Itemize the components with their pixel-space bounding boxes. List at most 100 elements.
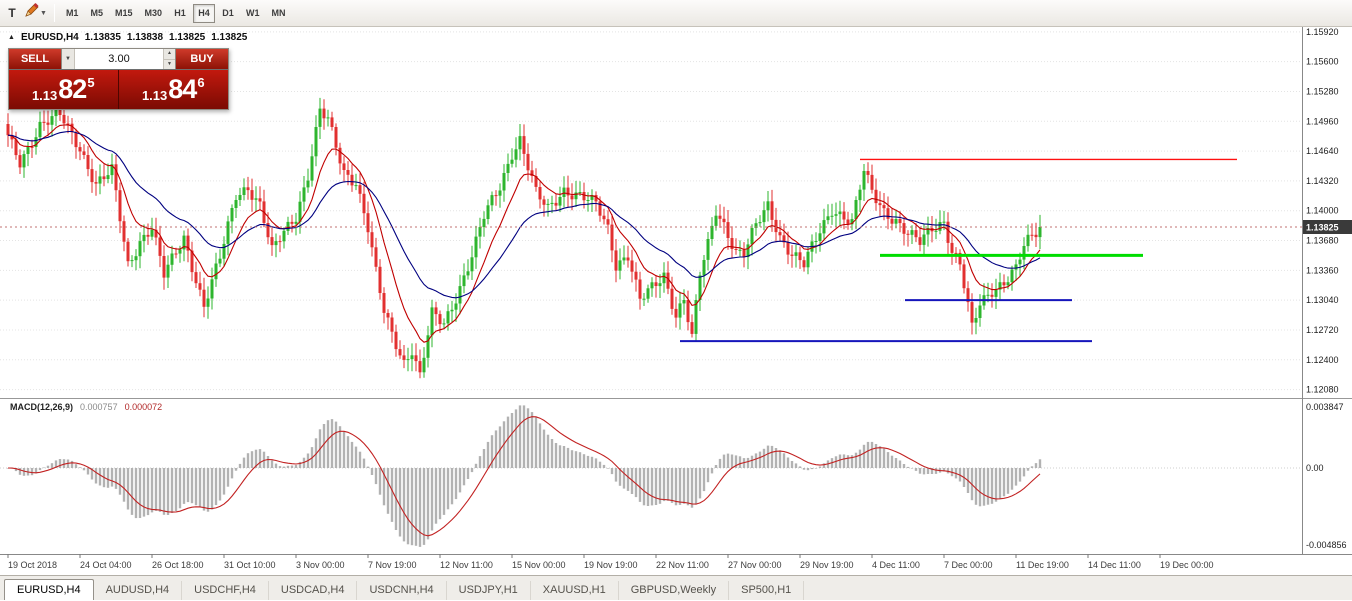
top-toolbar: T ▼ M1 M5 M15 M30 H1 H4 D1 W1 MN bbox=[0, 0, 1352, 27]
chart-tabs: EURUSD,H4 AUDUSD,H4 USDCHF,H4 USDCAD,H4 USDC… bbox=[0, 575, 1352, 600]
svg-text:0.00: 0.00 bbox=[1306, 463, 1324, 473]
svg-text:3 Nov 00:00: 3 Nov 00:00 bbox=[296, 560, 345, 570]
timeframe-button-h1[interactable]: H1 bbox=[174, 7, 186, 18]
timeframe-buttons: M1 M5 M15 M30 H1 H4 D1 W1 MN bbox=[60, 3, 292, 23]
svg-text:24 Oct 04:00: 24 Oct 04:00 bbox=[80, 560, 132, 570]
chart-tab-xauusd-h1[interactable]: XAUUSD,H1 bbox=[531, 581, 619, 600]
ohlc-high: 1.13838 bbox=[126, 32, 164, 43]
bid-price-big: 82 bbox=[58, 74, 87, 104]
time-axis-labels: 19 Oct 2018 24 Oct 04:00 26 Oct 18:00 31 Oc… bbox=[7, 554, 1214, 570]
timeframe-button-d1[interactable]: D1 bbox=[222, 7, 234, 18]
macd-histogram bbox=[6, 405, 1042, 547]
timeframe-button-m1[interactable]: M1 bbox=[65, 7, 79, 18]
svg-text:1.15280: 1.15280 bbox=[1306, 86, 1339, 96]
chart-tab-usdjpy-h1[interactable]: USDJPY,H1 bbox=[447, 581, 531, 600]
svg-text:0.003847: 0.003847 bbox=[1306, 402, 1344, 412]
svg-text:31 Oct 10:00: 31 Oct 10:00 bbox=[224, 560, 276, 570]
svg-text:27 Nov 00:00: 27 Nov 00:00 bbox=[728, 560, 782, 570]
svg-text:1.12080: 1.12080 bbox=[1306, 385, 1339, 395]
volume-dropdown-button[interactable]: ▼ bbox=[62, 49, 75, 69]
macd-name: MACD(12,26,9) bbox=[10, 402, 74, 412]
bid-price-button[interactable]: 1.13 82 5 bbox=[9, 70, 119, 109]
svg-text:29 Nov 19:00: 29 Nov 19:00 bbox=[800, 560, 854, 570]
svg-text:7 Dec 00:00: 7 Dec 00:00 bbox=[944, 560, 993, 570]
svg-text:12 Nov 11:00: 12 Nov 11:00 bbox=[440, 560, 493, 570]
ask-price-pip: 6 bbox=[197, 75, 205, 90]
one-click-collapse-icon[interactable]: ▲ bbox=[8, 34, 15, 41]
trend-lines bbox=[680, 158, 1237, 343]
bid-price-pip: 5 bbox=[87, 75, 95, 90]
svg-text:1.14320: 1.14320 bbox=[1306, 176, 1339, 186]
volume-input[interactable] bbox=[75, 49, 163, 69]
svg-text:26 Oct 18:00: 26 Oct 18:00 bbox=[152, 560, 204, 570]
buy-button[interactable]: BUY bbox=[176, 49, 228, 69]
chart-tab-usdcnh-h4[interactable]: USDCNH,H4 bbox=[357, 581, 447, 600]
chart-symbol-period: EURUSD,H4 bbox=[20, 32, 79, 43]
svg-text:7 Nov 19:00: 7 Nov 19:00 bbox=[368, 560, 417, 570]
sell-button[interactable]: SELL bbox=[9, 49, 61, 69]
svg-text:1.12720: 1.12720 bbox=[1306, 325, 1339, 335]
svg-text:1.12400: 1.12400 bbox=[1306, 355, 1339, 365]
svg-text:19 Oct 2018: 19 Oct 2018 bbox=[8, 560, 57, 570]
macd-axis-labels: 0.003847 0.00 -0.004856 bbox=[1306, 402, 1347, 550]
ask-price-big: 84 bbox=[168, 74, 197, 104]
macd-indicator-label: MACD(12,26,9) 0.000757 0.000072 bbox=[10, 402, 162, 412]
chart-tab-eurusd-h4[interactable]: EURUSD,H4 bbox=[4, 579, 94, 600]
chart-tab-audusd-h4[interactable]: AUDUSD,H4 bbox=[94, 581, 183, 600]
one-click-trading-panel: SELL ▼ ▲ ▼ BUY 1.13 82 5 1 bbox=[8, 48, 229, 110]
crayon-icon bbox=[24, 3, 39, 23]
svg-text:1.13040: 1.13040 bbox=[1306, 295, 1339, 305]
bid-price-prefix: 1.13 bbox=[31, 88, 58, 103]
price-axis-labels: 1.15920 1.15600 1.15280 1.14960 1.14640 1.143… bbox=[1306, 27, 1339, 395]
chevron-down-icon: ▼ bbox=[40, 9, 47, 17]
chart-area: 1.15920 1.15600 1.15280 1.14960 1.14640 1.143… bbox=[0, 27, 1352, 575]
svg-text:1.14000: 1.14000 bbox=[1306, 206, 1339, 216]
svg-text:11 Dec 19:00: 11 Dec 19:00 bbox=[1016, 560, 1069, 570]
timeframe-button-m5[interactable]: M5 bbox=[90, 7, 103, 18]
candles bbox=[6, 97, 1042, 379]
volume-up-icon[interactable]: ▲ bbox=[164, 49, 175, 60]
draw-color-tool-button[interactable]: ▼ bbox=[22, 3, 49, 23]
chart-tab-usdcad-h4[interactable]: USDCAD,H4 bbox=[269, 581, 358, 600]
ask-price-button[interactable]: 1.13 84 6 bbox=[118, 70, 228, 109]
svg-text:1.15920: 1.15920 bbox=[1306, 27, 1339, 37]
timeframe-button-h4[interactable]: H4 bbox=[193, 3, 215, 23]
timeframe-button-mn[interactable]: MN bbox=[271, 7, 286, 18]
timeframe-button-w1[interactable]: W1 bbox=[246, 7, 260, 18]
macd-value-signal: 0.000072 bbox=[124, 402, 163, 412]
timeframe-button-m30[interactable]: M30 bbox=[144, 7, 162, 18]
ma-slow-line bbox=[7, 130, 1041, 299]
svg-text:22 Nov 11:00: 22 Nov 11:00 bbox=[656, 560, 709, 570]
chart-tab-usdchf-h4[interactable]: USDCHF,H4 bbox=[182, 581, 269, 600]
svg-text:1.13680: 1.13680 bbox=[1306, 236, 1339, 246]
ohlc-open: 1.13835 bbox=[84, 32, 121, 43]
svg-text:4 Dec 11:00: 4 Dec 11:00 bbox=[872, 560, 920, 570]
ma-fast-line bbox=[7, 124, 1041, 343]
current-price-badge bbox=[1302, 220, 1352, 234]
ohlc-close: 1.13825 bbox=[211, 32, 248, 43]
macd-signal-line bbox=[7, 416, 1041, 537]
volume-spinner: ▲ ▼ bbox=[163, 49, 175, 69]
svg-text:19 Dec 00:00: 19 Dec 00:00 bbox=[1160, 560, 1214, 570]
macd-value-main: 0.000757 bbox=[80, 402, 118, 412]
svg-text:19 Nov 19:00: 19 Nov 19:00 bbox=[584, 560, 638, 570]
svg-text:1.13360: 1.13360 bbox=[1306, 265, 1339, 275]
volume-down-icon[interactable]: ▼ bbox=[164, 59, 175, 69]
price-chart-canvas[interactable]: 1.15920 1.15600 1.15280 1.14960 1.14640 1.143… bbox=[0, 27, 1352, 575]
svg-text:-0.004856: -0.004856 bbox=[1306, 540, 1347, 550]
svg-text:1.14640: 1.14640 bbox=[1306, 146, 1339, 156]
ohlc-low: 1.13825 bbox=[169, 32, 206, 43]
timeframe-button-m15[interactable]: M15 bbox=[114, 7, 133, 18]
ask-price-prefix: 1.13 bbox=[141, 88, 168, 103]
toolbar-separator bbox=[53, 4, 55, 22]
volume-control: ▼ ▲ ▼ bbox=[61, 49, 176, 69]
svg-text:1.15600: 1.15600 bbox=[1306, 57, 1339, 67]
svg-text:15 Nov 00:00: 15 Nov 00:00 bbox=[512, 560, 566, 570]
chart-ohlc-label: ▲ EURUSD,H4 1.13835 1.13838 1.13825 1.13… bbox=[8, 32, 247, 43]
chart-tab-sp500-h1[interactable]: SP500,H1 bbox=[729, 581, 805, 600]
svg-text:14 Dec 11:00: 14 Dec 11:00 bbox=[1088, 560, 1141, 570]
text-tool-button[interactable]: T bbox=[8, 6, 16, 20]
svg-text:1.13825: 1.13825 bbox=[1306, 223, 1339, 233]
chart-tab-gbpusd-weekly[interactable]: GBPUSD,Weekly bbox=[619, 581, 730, 600]
